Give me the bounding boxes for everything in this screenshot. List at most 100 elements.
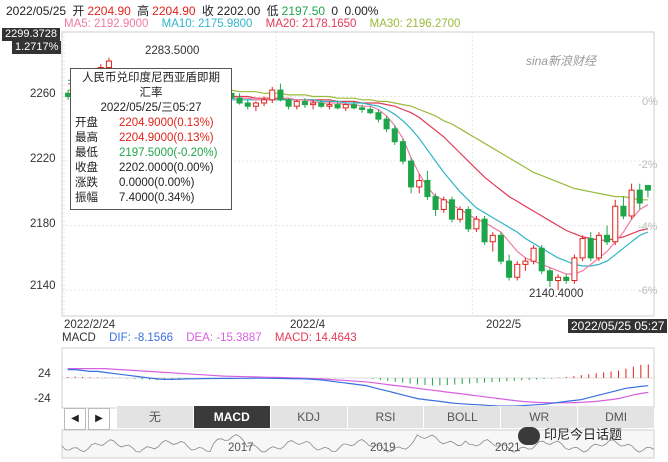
candle	[424, 170, 431, 200]
candle-body	[105, 60, 112, 69]
candle-body	[416, 179, 423, 188]
dea-line	[67, 368, 649, 404]
tooltip-key: 最高	[75, 132, 98, 144]
tab-boll[interactable]: BOLL	[423, 406, 501, 428]
candle	[620, 196, 627, 220]
candle	[293, 99, 300, 110]
pct-label-4: -4%	[638, 221, 658, 233]
candle	[587, 232, 594, 262]
candle-body	[334, 104, 341, 109]
candle-body	[546, 270, 553, 281]
candle	[269, 86, 276, 103]
candle-body	[261, 99, 268, 104]
tab-无[interactable]: 无	[116, 406, 193, 428]
x-label-apr: 2022/4	[290, 319, 326, 331]
candle-body	[399, 141, 406, 162]
tab-wr[interactable]: WR	[500, 406, 578, 428]
candle-body	[383, 118, 390, 130]
candle-body	[514, 263, 521, 278]
macd-dif: DIF: -8.1566	[109, 332, 173, 344]
tab-dmi[interactable]: DMI	[577, 406, 654, 428]
candle	[440, 196, 447, 213]
candle-body	[628, 189, 635, 217]
candle-body	[391, 128, 398, 143]
candle-body	[555, 276, 562, 282]
overview-year-2019: 2019	[370, 442, 396, 454]
candle-body	[236, 97, 243, 104]
candle	[522, 257, 529, 271]
macd-y-neg24: -24	[34, 393, 51, 405]
candle	[383, 115, 390, 133]
candle-body	[571, 257, 578, 281]
candle-body	[293, 100, 300, 107]
candle	[457, 206, 464, 223]
scroll-left-button[interactable]: ◀	[64, 408, 86, 430]
candle	[579, 235, 586, 262]
candle-body	[285, 99, 292, 107]
candle-body	[432, 196, 439, 211]
tooltip-row: 振幅 7.4000(0.34%)	[75, 191, 227, 206]
pct-label-2: -2%	[638, 159, 658, 171]
candle	[555, 274, 562, 291]
tab-rsi[interactable]: RSI	[346, 406, 424, 428]
overview-panel	[61, 429, 655, 459]
candle	[342, 103, 349, 112]
header-low: 2197.50	[281, 4, 326, 18]
candle	[326, 101, 333, 110]
candle	[514, 261, 521, 281]
candle	[252, 101, 259, 112]
candle	[563, 274, 570, 284]
tooltip-datetime: 2022/05/25/三05:27	[100, 102, 202, 114]
candle-body	[563, 276, 570, 282]
logo-text: 印尼今日话题	[544, 427, 623, 442]
header-open-label: 开	[72, 4, 85, 18]
candle-body	[620, 205, 627, 217]
tooltip-value: 2204.9000(0.13%)	[119, 117, 214, 129]
tooltip-value: 0.0000(0.00%)	[119, 177, 195, 189]
candle	[285, 98, 292, 110]
candle-body	[497, 234, 504, 262]
ma5-legend: MA5: 2192.9000	[64, 18, 149, 30]
header-date: 2022/05/25	[6, 4, 67, 18]
candle	[244, 99, 251, 110]
macd-value: MACD: 14.4643	[274, 332, 357, 344]
top-pct-tag: 1.2717%	[12, 41, 62, 54]
tooltip-key: 收盘	[75, 162, 98, 174]
ma10-legend: MA10: 2175.9800	[161, 18, 253, 30]
ma20-legend: MA20: 2178.1650	[265, 18, 357, 30]
indicator-tabs: 无 MACD KDJ RSI BOLL WR DMI	[116, 406, 654, 428]
scroll-right-button[interactable]: ▶	[88, 408, 110, 430]
candle-body	[448, 199, 455, 220]
candle	[636, 183, 643, 210]
price-frame	[61, 31, 655, 317]
macd-y-24: 24	[38, 368, 51, 380]
y-label-2260: 2260	[30, 88, 56, 100]
tooltip-key: 振幅	[75, 192, 98, 204]
tooltip-row: 收盘 2202.0000(0.00%)	[75, 161, 227, 176]
candle	[481, 215, 488, 245]
tab-macd[interactable]: MACD	[192, 406, 270, 428]
y-label-2180: 2180	[30, 218, 56, 230]
tooltip-row: 开盘 2204.9000(0.13%)	[75, 116, 227, 131]
candle-body	[326, 104, 333, 107]
tooltip-row: 最高 2204.9000(0.13%)	[75, 131, 227, 146]
x-label-feb: 2022/2/24	[64, 319, 116, 331]
tab-kdj[interactable]: KDJ	[269, 406, 347, 428]
candle-body	[579, 238, 586, 259]
wechat-logo: 印尼今日话题	[518, 424, 622, 445]
tooltip-value: 2197.5000(-0.20%)	[119, 147, 218, 159]
candle	[628, 183, 635, 220]
tooltip-title-2: 汇率	[139, 87, 163, 99]
candle-body	[301, 100, 308, 106]
candle	[448, 196, 455, 223]
candle-body	[367, 108, 374, 114]
candle-body	[244, 102, 251, 107]
pct-label-0: 0%	[642, 96, 658, 108]
price-grid	[61, 31, 655, 317]
candle	[644, 184, 651, 198]
tooltip-row: 最低 2197.5000(-0.20%)	[75, 146, 227, 161]
candle	[604, 225, 611, 245]
candle	[350, 101, 357, 110]
candle-body	[252, 102, 259, 107]
